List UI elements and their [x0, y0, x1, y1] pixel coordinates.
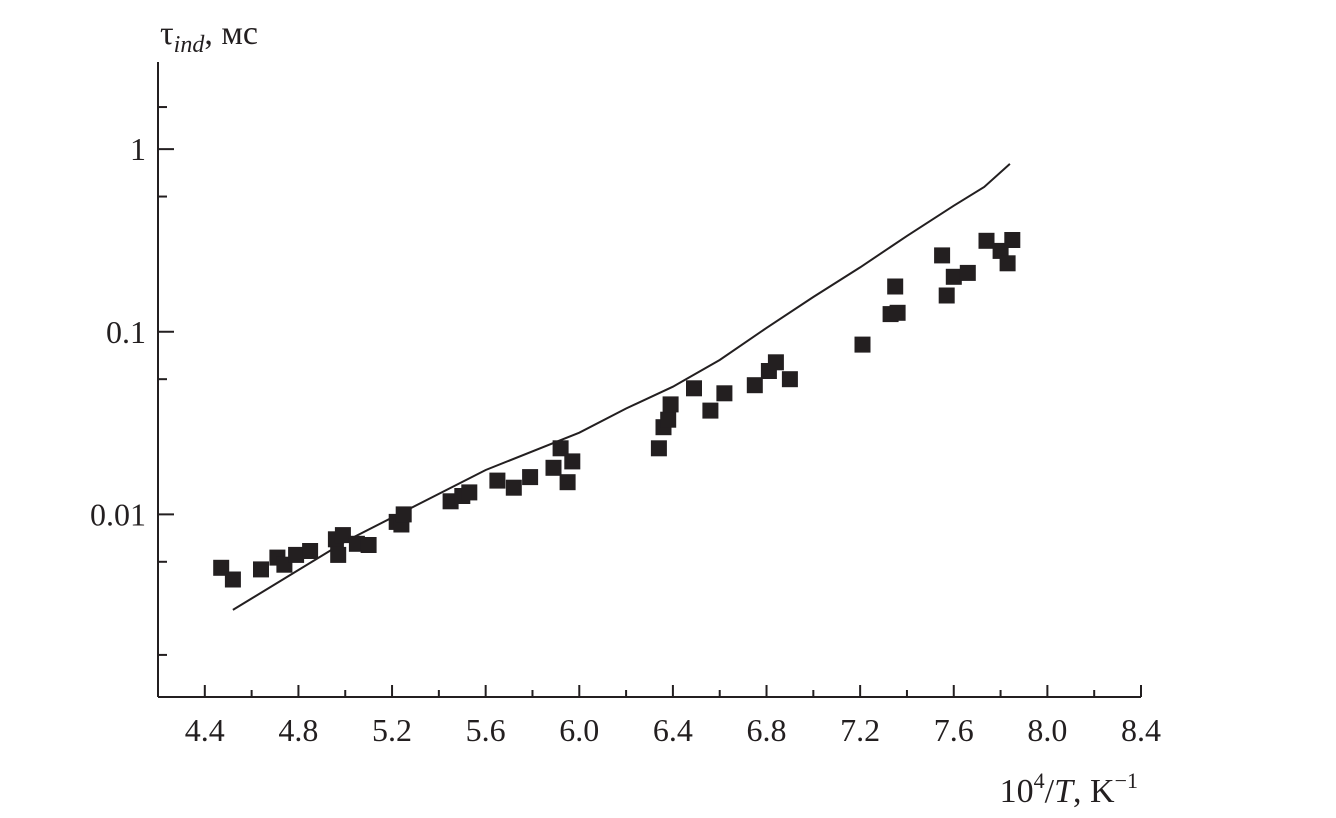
- data-point: [461, 484, 478, 501]
- x-axis-slash: /: [1045, 773, 1055, 810]
- data-point: [505, 479, 522, 496]
- data-point: [702, 402, 719, 419]
- data-point: [489, 472, 506, 489]
- y-tick-label: 1: [130, 131, 146, 167]
- x-tick-label: 4.8: [278, 712, 318, 748]
- x-tick-label: 5.2: [372, 712, 412, 748]
- data-point: [650, 440, 667, 457]
- data-point: [934, 247, 951, 264]
- data-point: [781, 371, 798, 388]
- data-point: [360, 537, 377, 553]
- y-axis-subscript: ind: [174, 32, 206, 58]
- data-point: [854, 336, 871, 353]
- x-tick-label: 6.8: [747, 712, 787, 748]
- data-point: [302, 543, 319, 559]
- x-axis-prefix: 10: [1000, 773, 1034, 810]
- data-point: [552, 440, 569, 457]
- x-axis-unit-superscript: −1: [1115, 768, 1138, 793]
- data-point: [887, 278, 904, 295]
- data-point: [945, 268, 962, 285]
- x-axis-superscript: 4: [1034, 768, 1045, 793]
- x-tick-label: 8.4: [1121, 712, 1161, 748]
- data-point: [288, 546, 305, 563]
- data-point: [889, 304, 906, 321]
- data-point: [253, 561, 269, 578]
- x-tick-label: 5.6: [466, 712, 506, 748]
- data-point: [938, 287, 955, 304]
- data-point: [522, 469, 539, 486]
- x-tick-label: 6.0: [559, 712, 599, 748]
- data-point: [716, 385, 733, 402]
- data-point: [330, 546, 347, 563]
- x-tick-label: 8.0: [1027, 712, 1067, 748]
- y-tick-label: 0.01: [90, 496, 146, 532]
- y-tick-label: 0.1: [106, 314, 146, 350]
- data-point: [545, 459, 562, 476]
- data-point: [978, 232, 995, 249]
- data-point: [959, 264, 976, 281]
- x-tick-label: 7.2: [840, 712, 880, 748]
- x-axis-unit: , K: [1073, 773, 1115, 810]
- data-point: [746, 377, 763, 394]
- data-point: [564, 453, 581, 470]
- x-tick-label: 4.4: [185, 712, 225, 748]
- data-point: [224, 571, 241, 588]
- y-axis-unit: , мс: [204, 15, 258, 52]
- data-point: [395, 506, 412, 523]
- data-point: [662, 396, 679, 413]
- data-point: [767, 354, 784, 371]
- fit-line: [232, 163, 1011, 611]
- data-point: [334, 527, 351, 544]
- y-axis-title: τind, мс: [160, 15, 258, 58]
- data-point: [686, 380, 702, 397]
- x-axis-title: 104/T, K−1: [1000, 768, 1138, 810]
- x-tick-label: 6.4: [653, 712, 693, 748]
- data-point: [559, 474, 576, 491]
- x-axis-variable: T: [1054, 773, 1075, 810]
- data-point: [999, 255, 1016, 272]
- x-tick-label: 7.6: [934, 712, 974, 748]
- data-point: [660, 411, 677, 428]
- data-point: [1004, 232, 1021, 248]
- y-axis-symbol: τ: [160, 15, 174, 52]
